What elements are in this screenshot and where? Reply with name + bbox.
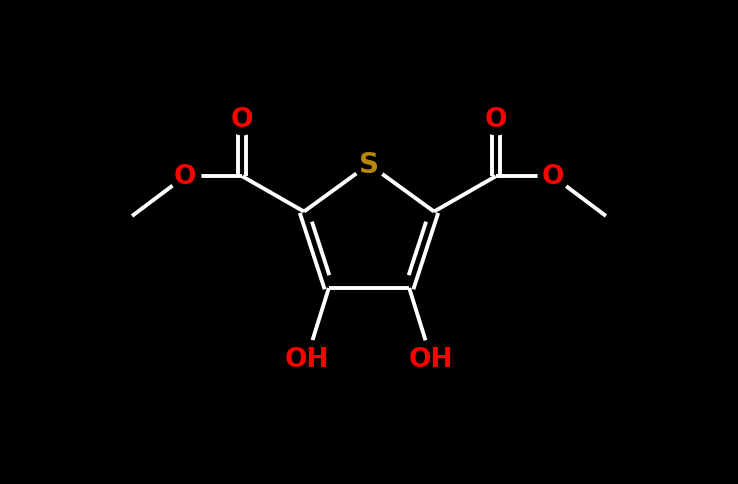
Text: OH: OH: [285, 346, 329, 372]
Text: O: O: [542, 164, 565, 190]
Text: O: O: [173, 164, 196, 190]
Text: OH: OH: [409, 346, 453, 372]
Text: S: S: [359, 151, 379, 179]
Text: O: O: [484, 107, 507, 133]
Text: O: O: [231, 107, 254, 133]
